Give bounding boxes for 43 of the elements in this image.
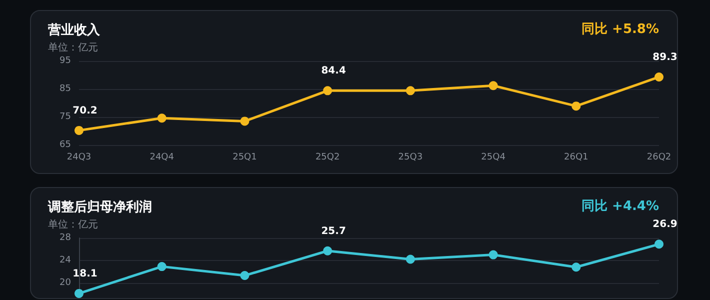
data-label: 25.7 <box>321 226 346 237</box>
data-label: 18.1 <box>72 268 98 280</box>
point <box>488 81 498 90</box>
chart-subtitle: 单位：亿元 <box>48 42 98 54</box>
x-tick-label: 26Q2 <box>646 152 672 162</box>
data-label: 89.3 <box>652 52 678 63</box>
point <box>572 262 581 272</box>
y-tick-label: 85 <box>60 84 71 94</box>
y-tick-label: 95 <box>60 56 71 66</box>
point <box>323 246 332 256</box>
y-tick-label: 28 <box>60 233 72 243</box>
x-tick-label: 25Q1 <box>232 152 257 162</box>
y-tick-label: 20 <box>60 278 72 288</box>
point <box>74 126 84 135</box>
data-label: 26.9 <box>652 219 678 230</box>
chart-title: 调整后归母净利润 <box>47 199 152 215</box>
point <box>654 72 664 82</box>
y-tick-label: 24 <box>60 255 72 266</box>
point <box>654 240 664 249</box>
x-tick-label: 25Q3 <box>398 152 423 162</box>
x-tick-label: 25Q2 <box>315 152 340 162</box>
point <box>572 102 581 111</box>
point <box>240 271 250 280</box>
data-label: 84.4 <box>321 66 346 77</box>
x-tick-label: 26Q1 <box>564 152 588 162</box>
x-tick-label: 24Q3 <box>66 152 92 162</box>
point <box>323 86 332 96</box>
point <box>157 114 166 123</box>
point <box>157 262 166 272</box>
x-tick-label: 24Q4 <box>150 152 174 162</box>
x-tick-label: 25Q4 <box>481 152 506 162</box>
data-label: 70.2 <box>72 105 98 116</box>
point <box>488 250 498 260</box>
text: 同比 +5.8% <box>582 22 660 37</box>
y-tick-label: 65 <box>60 140 71 150</box>
text: 同比 +4.4% <box>582 199 660 214</box>
point <box>74 288 84 298</box>
y-tick-label: 75 <box>60 112 71 122</box>
point <box>406 86 415 96</box>
point <box>406 254 415 264</box>
chart-subtitle: 单位：亿元 <box>48 218 98 230</box>
chart-title: 营业收入 <box>47 22 101 38</box>
point <box>240 116 250 126</box>
